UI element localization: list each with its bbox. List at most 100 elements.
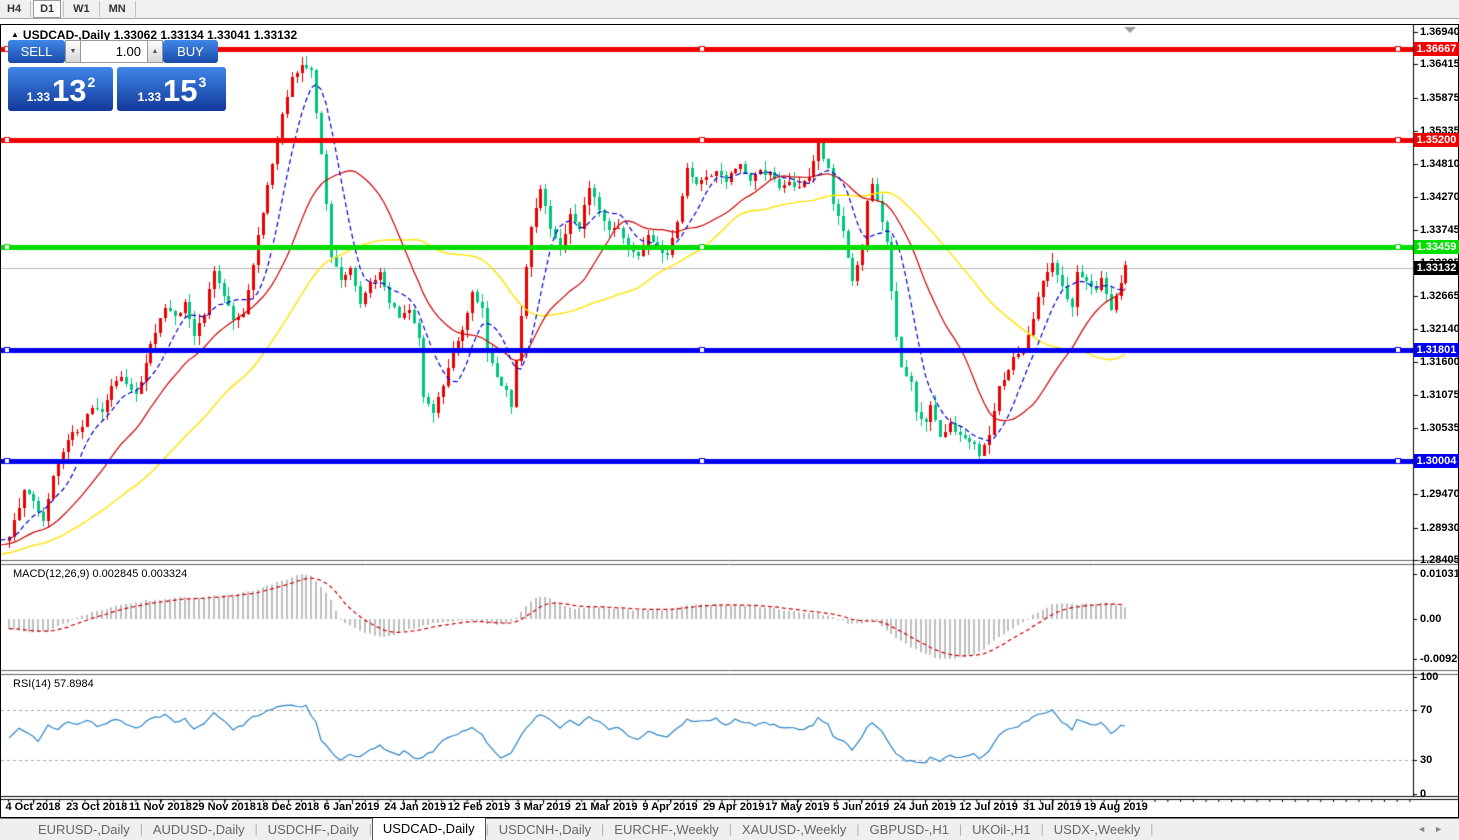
sell-price-big: 13 <box>52 73 87 108</box>
chart-canvas[interactable] <box>1 25 1458 817</box>
trade-panel-top-row: SELL ▼ ▲ BUY <box>8 40 226 63</box>
timeframe-toolbar: H4 D1 W1 MN <box>0 0 1459 19</box>
tab-separator: | <box>254 822 258 836</box>
tab-audusd-daily[interactable]: AUDUSD-,Daily <box>152 822 245 837</box>
tab-separator: | <box>728 822 732 836</box>
tab-usdcnh-daily[interactable]: USDCNH-,Daily <box>498 822 592 837</box>
date-label: 29 Nov 2018 <box>192 801 256 813</box>
level-price-chip: 1.36667 <box>1414 42 1459 56</box>
level-price-chip: 1.30004 <box>1414 454 1459 468</box>
tab-gbpusd-h1[interactable]: GBPUSD-,H1 <box>869 822 950 837</box>
date-label: 6 Jan 2019 <box>323 801 380 813</box>
date-label: 29 Apr 2019 <box>703 801 765 813</box>
collapse-triangle-icon[interactable]: ▲ <box>11 30 19 39</box>
level-price-chip: 1.33459 <box>1414 240 1459 254</box>
chevron-down-icon: ▼ <box>69 48 77 55</box>
price-tick: 1.28405 <box>1420 554 1459 566</box>
timeframe-button-mn[interactable]: MN <box>108 3 126 15</box>
date-label: 18 Dec 2018 <box>256 801 320 813</box>
timeframe-button-w1[interactable]: W1 <box>73 3 90 15</box>
sell-button[interactable]: SELL <box>8 40 65 63</box>
toolbar-separator <box>30 1 32 17</box>
tab-separator: | <box>959 822 963 836</box>
date-label: 5 Jun 2019 <box>832 801 890 813</box>
tab-separator: | <box>601 822 605 836</box>
tab-usdx-weekly[interactable]: USDX-,Weekly <box>1053 822 1141 837</box>
tab-separator: | <box>1150 822 1154 836</box>
level-price-chip: 1.35200 <box>1414 133 1459 147</box>
tab-usdchf-daily[interactable]: USDCHF-,Daily <box>267 822 359 837</box>
toolbar-separator <box>98 1 100 17</box>
price-tick: 1.31075 <box>1420 389 1459 401</box>
date-label: 17 May 2019 <box>765 801 830 813</box>
date-label: 11 Nov 2018 <box>128 801 192 813</box>
tabbar-scroll-arrows: ◄► <box>1417 819 1451 840</box>
symbol-tabs: EURUSD-,Daily | AUDUSD-,Daily | USDCHF-,Dail… <box>28 818 1154 840</box>
tab-eurusd-daily[interactable]: EURUSD-,Daily <box>38 822 130 837</box>
price-tick: 1.32140 <box>1420 323 1459 335</box>
date-label: 24 Jan 2019 <box>384 801 447 813</box>
price-tick: 1.36940 <box>1420 26 1459 38</box>
price-tick: 1.35875 <box>1420 92 1459 104</box>
rsi-tick: 100 <box>1420 671 1439 683</box>
date-label: 12 Feb 2019 <box>447 801 511 813</box>
date-label: 3 Mar 2019 <box>514 801 571 813</box>
buy-price-sup: 3 <box>198 74 207 90</box>
volume-decrease-button[interactable]: ▼ <box>65 40 81 63</box>
rsi-tick: 70 <box>1420 704 1433 716</box>
tab-eurchf-weekly[interactable]: EURCHF-,Weekly <box>614 822 719 837</box>
price-tick: 1.34810 <box>1420 158 1459 170</box>
buy-price-prefix: 1.33 <box>137 90 162 104</box>
volume-input[interactable] <box>81 40 147 63</box>
tab-separator: | <box>139 822 143 836</box>
tab-separator: | <box>856 822 860 836</box>
buy-button[interactable]: BUY <box>163 40 218 63</box>
price-tick: 1.29470 <box>1420 488 1459 500</box>
rsi-tick: 0 <box>1420 788 1427 800</box>
toolbar-separator <box>63 1 65 17</box>
chart-ohlc-values: 1.33062 1.33134 1.33041 1.33132 <box>113 28 298 42</box>
timeframe-button-h4[interactable]: H4 <box>7 3 22 15</box>
tab-separator: | <box>368 822 372 836</box>
toolbar-separator <box>134 1 136 17</box>
tab-separator: | <box>1040 822 1044 836</box>
rsi-indicator-label: RSI(14) 57.8984 <box>13 678 94 690</box>
tab-xauusd-weekly[interactable]: XAUUSD-,Weekly <box>741 822 847 837</box>
sell-price-prefix: 1.33 <box>26 90 51 104</box>
current-price-chip: 1.33132 <box>1414 261 1459 275</box>
chevron-up-icon: ▲ <box>151 48 159 55</box>
tabbar-scroll-left-icon[interactable]: ◄ <box>1417 824 1435 834</box>
macd-indicator-label: MACD(12,26,9) 0.002845 0.003324 <box>13 568 188 580</box>
sell-price-button[interactable]: 1.33 13 2 <box>8 67 113 111</box>
price-tick: 1.33745 <box>1420 224 1459 236</box>
price-tick: 1.30535 <box>1420 422 1459 434</box>
price-tick: 1.34270 <box>1420 191 1459 203</box>
tabbar-scroll-right-icon[interactable]: ► <box>1434 824 1451 834</box>
date-label: 21 Mar 2019 <box>575 801 638 813</box>
rsi-tick: 30 <box>1420 754 1433 766</box>
sell-price-sup: 2 <box>87 74 96 90</box>
volume-increase-button[interactable]: ▲ <box>147 40 163 63</box>
toolbar-gap <box>0 19 1459 24</box>
price-tick: 1.36415 <box>1420 58 1459 70</box>
price-tick: 1.28930 <box>1420 522 1459 534</box>
macd-tick: -0.009203 <box>1420 653 1459 665</box>
chart-title: ▲ USDCAD-,Daily 1.33062 1.33134 1.33041 1… <box>11 28 297 42</box>
tab-ukoil-h1[interactable]: UKOil-,H1 <box>972 822 1031 837</box>
tab-separator: | <box>485 822 489 836</box>
chart-symbol: USDCAD-,Daily <box>22 28 111 42</box>
price-tick: 1.32665 <box>1420 290 1459 302</box>
date-label: 24 Jun 2019 <box>893 801 956 813</box>
timeframe-button-d1[interactable]: D1 <box>33 0 62 18</box>
buy-price-button[interactable]: 1.33 15 3 <box>117 67 226 111</box>
price-tick: 1.31600 <box>1420 356 1459 368</box>
symbol-tabbar: EURUSD-,Daily | AUDUSD-,Daily | USDCHF-,Dail… <box>0 818 1459 840</box>
buy-price-big: 15 <box>163 73 198 108</box>
date-label: 12 Jul 2019 <box>959 801 1018 813</box>
date-label: 19 Aug 2019 <box>1083 801 1148 813</box>
level-price-chip: 1.31801 <box>1414 343 1459 357</box>
date-label: 23 Oct 2018 <box>66 801 128 813</box>
date-label: 4 Oct 2018 <box>5 801 61 813</box>
tab-usdcad-daily[interactable]: USDCAD-,Daily <box>371 818 486 840</box>
